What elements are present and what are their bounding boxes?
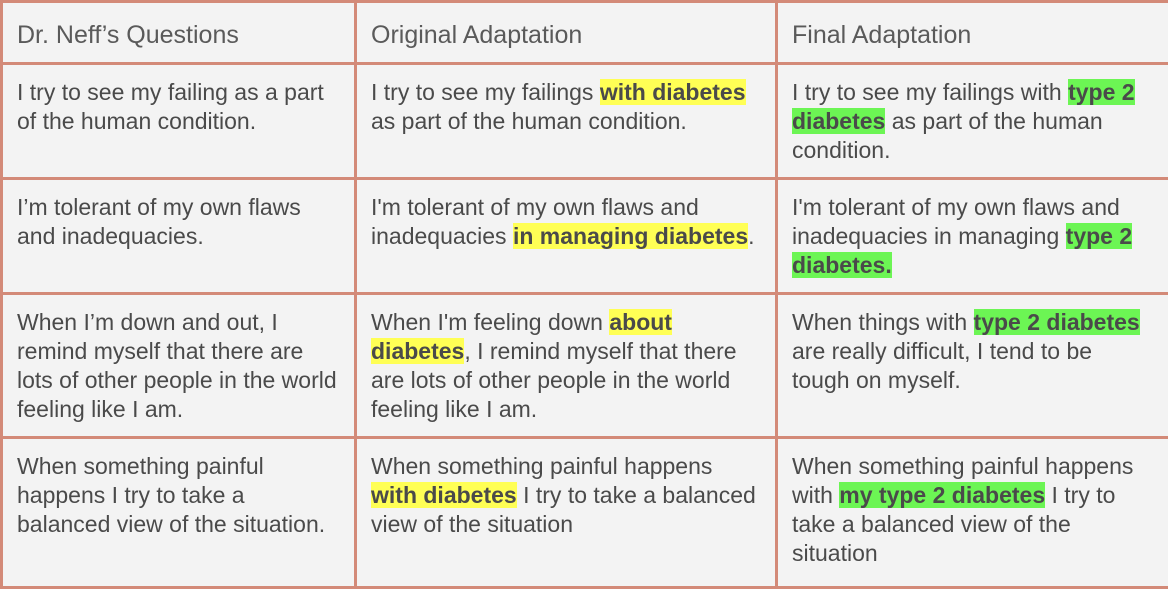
final-adaptation-cell: When something painful happens with my t…: [777, 438, 1168, 588]
final-adaptation-cell: I'm tolerant of my own flaws and inadequ…: [777, 179, 1168, 294]
final-highlight: type 2 diabetes: [974, 309, 1140, 335]
original-text-after: as part of the human condition.: [371, 108, 687, 134]
question-cell: I’m tolerant of my own flaws and inadequ…: [2, 179, 356, 294]
table-header-row: Dr. Neff’s Questions Original Adaptation…: [2, 2, 1168, 64]
final-text-before: When things with: [792, 309, 974, 335]
header-final-adaptation: Final Adaptation: [777, 2, 1168, 64]
original-text-before: When I'm feeling down: [371, 309, 609, 335]
original-highlight: with diabetes: [371, 482, 517, 508]
original-adaptation-cell: I'm tolerant of my own flaws and inadequ…: [356, 179, 777, 294]
final-text-before: I try to see my failings with: [792, 79, 1068, 105]
header-questions: Dr. Neff’s Questions: [2, 2, 356, 64]
table-row: I try to see my failing as a part of the…: [2, 64, 1168, 179]
original-adaptation-cell: I try to see my failings with diabetes a…: [356, 64, 777, 179]
original-text-after: .: [748, 223, 754, 249]
original-adaptation-cell: When something painful happens with diab…: [356, 438, 777, 588]
original-text-before: When something painful happens: [371, 453, 712, 479]
table-row: When something painful happens I try to …: [2, 438, 1168, 588]
table-row: When I’m down and out, I remind myself t…: [2, 294, 1168, 438]
final-text-after: are really difficult, I tend to be tough…: [792, 338, 1092, 393]
question-cell: When something painful happens I try to …: [2, 438, 356, 588]
original-highlight: in managing diabetes: [513, 223, 748, 249]
header-original-adaptation: Original Adaptation: [356, 2, 777, 64]
final-adaptation-cell: I try to see my failings with type 2 dia…: [777, 64, 1168, 179]
original-text-before: I try to see my failings: [371, 79, 600, 105]
final-adaptation-cell: When things with type 2 diabetes are rea…: [777, 294, 1168, 438]
original-adaptation-cell: When I'm feeling down about diabetes, I …: [356, 294, 777, 438]
question-cell: When I’m down and out, I remind myself t…: [2, 294, 356, 438]
original-highlight: with diabetes: [600, 79, 746, 105]
table-row: I’m tolerant of my own flaws and inadequ…: [2, 179, 1168, 294]
final-highlight: my type 2 diabetes: [839, 482, 1045, 508]
question-cell: I try to see my failing as a part of the…: [2, 64, 356, 179]
